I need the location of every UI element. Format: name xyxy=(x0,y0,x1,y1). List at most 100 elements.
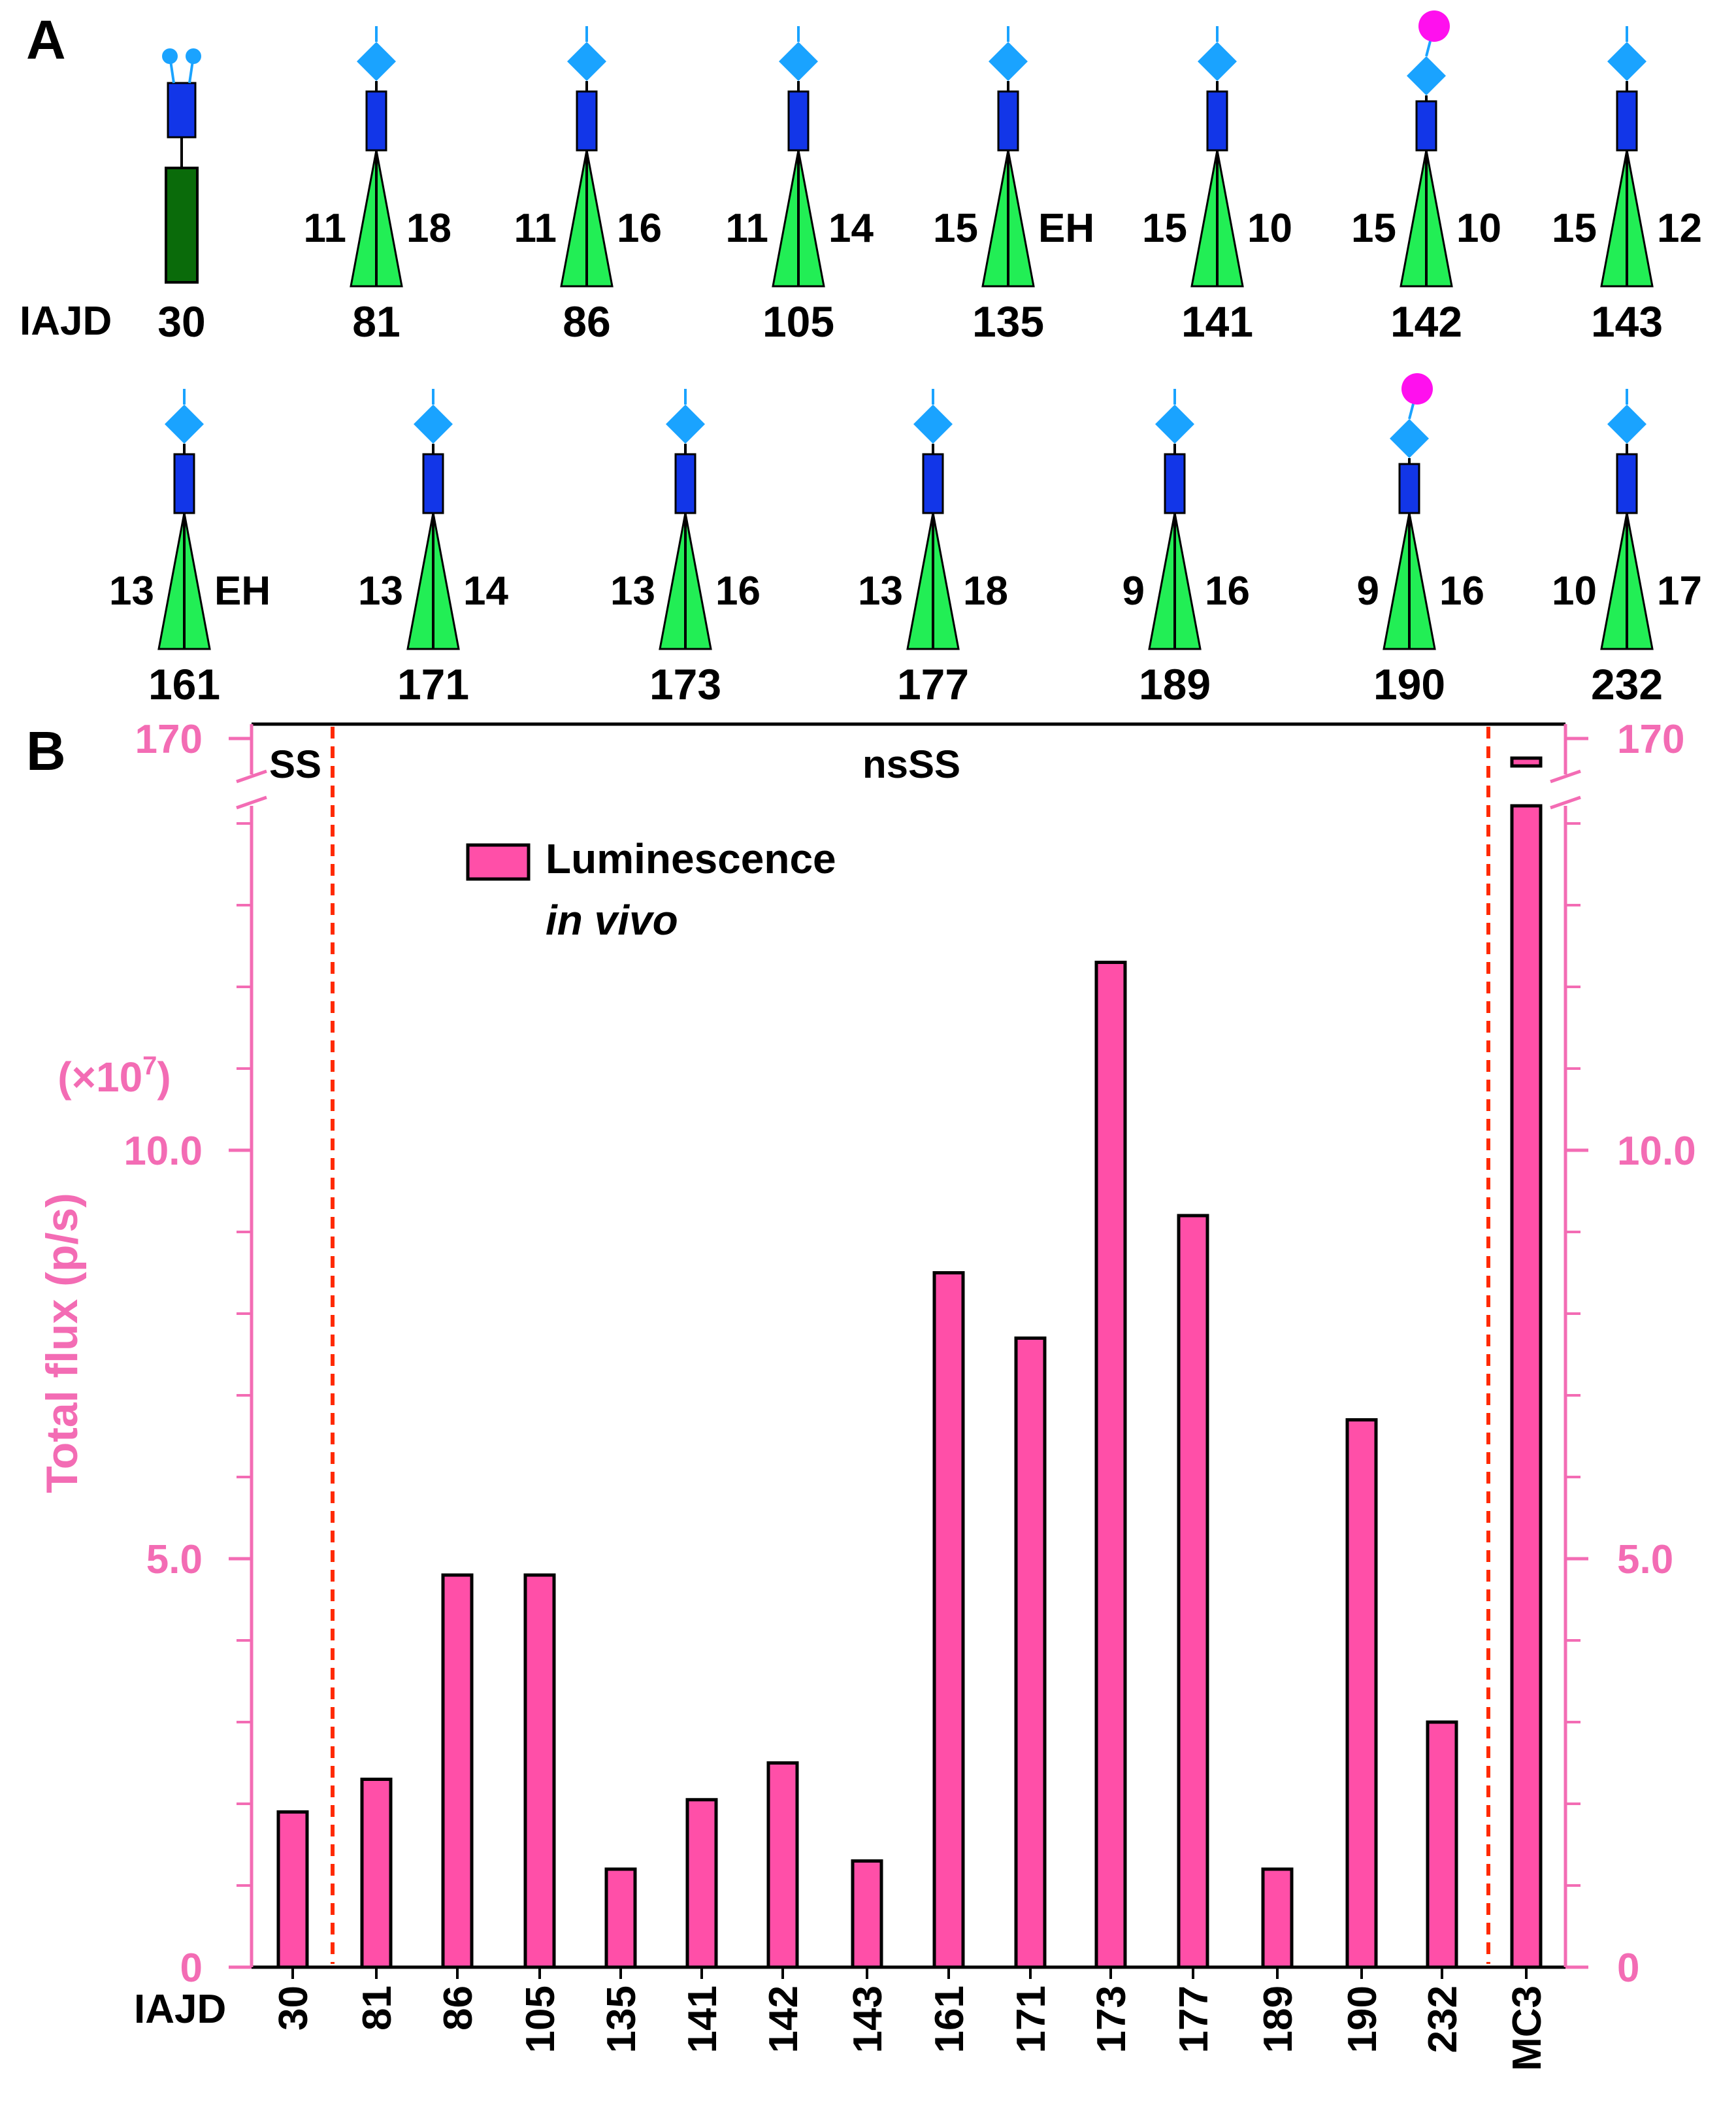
structure-id: 141 xyxy=(1181,297,1253,346)
x-tick-label: 189 xyxy=(1256,1985,1301,2053)
x-tick-label: 135 xyxy=(599,1985,644,2053)
panel-b-label: B xyxy=(26,720,66,782)
diamond-headgroup xyxy=(414,405,453,444)
chain-left-label: 15 xyxy=(1351,206,1396,251)
structure-141: 15 10 141 xyxy=(1142,26,1292,346)
x-tick-label: 81 xyxy=(355,1985,400,2031)
x-tick-label: MC3 xyxy=(1505,1985,1550,2071)
y-tick-label-right: 5.0 xyxy=(1617,1537,1673,1582)
head-block xyxy=(1164,453,1186,514)
x-tick-label: 190 xyxy=(1340,1985,1385,2053)
bar-177 xyxy=(1177,1214,1209,1969)
chain-left-label: 13 xyxy=(109,569,154,614)
tail-block xyxy=(165,167,199,284)
y-tick-label-right: 170 xyxy=(1617,717,1684,762)
structure-id: 86 xyxy=(563,297,610,346)
diamond-headgroup xyxy=(567,42,606,81)
structure-161: 13 EH 161 xyxy=(109,389,270,708)
chain-right-label: 18 xyxy=(406,206,451,251)
y-tick-label-left: 0 xyxy=(180,1946,203,1991)
x-tick-label: 177 xyxy=(1171,1985,1217,2053)
structure-id: 161 xyxy=(148,660,220,708)
chain-left-label: 13 xyxy=(858,569,903,614)
structure-232: 10 17 232 xyxy=(1552,389,1702,708)
chain-left-label: 15 xyxy=(1552,206,1597,251)
bar-161 xyxy=(932,1271,965,1969)
y-scale-exponent: 7 xyxy=(142,1052,157,1080)
bar-81 xyxy=(360,1778,393,1969)
legend-swatch xyxy=(466,843,531,881)
terminal-dot xyxy=(162,48,178,64)
head-block xyxy=(422,453,444,514)
bar-30 xyxy=(276,1810,309,1969)
structure-id: 173 xyxy=(649,660,721,708)
legend-line2: in vivo xyxy=(546,897,678,944)
structure-30: 30 xyxy=(157,48,206,346)
structure-81: 11 18 81 xyxy=(303,26,451,346)
head-block xyxy=(674,453,696,514)
bar-86 xyxy=(441,1573,474,1969)
panel-b-chart: SS nsSS Luminescence in vivo (×107) Tota… xyxy=(37,717,1696,2071)
structure-id: 105 xyxy=(762,297,834,346)
structure-86: 11 16 86 xyxy=(514,26,662,346)
bar-173 xyxy=(1094,961,1127,1969)
head-block xyxy=(365,90,387,152)
bar-171 xyxy=(1014,1337,1047,1969)
structure-id: 135 xyxy=(972,297,1044,346)
head-block xyxy=(922,453,944,514)
head-block xyxy=(1616,90,1638,152)
bar-232 xyxy=(1426,1720,1458,1969)
terminal-dot xyxy=(186,48,201,64)
y-tick-label-left: 5.0 xyxy=(146,1537,203,1582)
head-block xyxy=(997,90,1019,152)
structure-142: 15 10 142 xyxy=(1351,10,1501,346)
chain-right-label: 17 xyxy=(1657,569,1702,614)
head-block xyxy=(576,90,598,152)
chain-left-label: 10 xyxy=(1552,569,1597,614)
x-tick-label: 232 xyxy=(1420,1985,1466,2053)
bar-190 xyxy=(1345,1418,1378,1969)
y-scale-base: (×10 xyxy=(57,1054,142,1101)
chain-right-label: 16 xyxy=(617,206,662,251)
chain-right-label: 18 xyxy=(963,569,1008,614)
region-nsss-label: nsSS xyxy=(862,742,960,786)
branch-line xyxy=(169,60,175,84)
structure-105: 11 14 105 xyxy=(725,26,874,346)
x-tick-label: 161 xyxy=(927,1985,972,2053)
chain-left-label: 11 xyxy=(514,206,557,251)
x-tick-label: 30 xyxy=(271,1985,316,2031)
bar-105 xyxy=(523,1573,556,1969)
structure-id: 81 xyxy=(352,297,400,346)
x-tick-label: 143 xyxy=(845,1985,891,2053)
x-tick-label: 105 xyxy=(518,1985,563,2053)
panel-a-label: A xyxy=(26,9,66,71)
structure-189: 9 16 189 xyxy=(1122,389,1250,708)
structure-173: 13 16 173 xyxy=(610,389,761,708)
chain-right-label: 14 xyxy=(828,206,874,251)
head-block xyxy=(1398,463,1420,514)
structure-190: 9 16 190 xyxy=(1357,373,1484,708)
x-axis-prefix: IAJD xyxy=(134,1987,226,2032)
y-tick-label-left: 10.0 xyxy=(123,1129,203,1174)
bar-MC3-upper xyxy=(1510,756,1543,768)
sialic-circle xyxy=(1401,373,1433,405)
chain-right-label: 12 xyxy=(1657,206,1702,251)
structure-id: 142 xyxy=(1390,297,1462,346)
diamond-headgroup xyxy=(165,405,204,444)
region-ss-label: SS xyxy=(269,742,321,786)
structure-id: 190 xyxy=(1373,660,1445,708)
chain-left-label: 13 xyxy=(358,569,403,614)
chain-left-label: 15 xyxy=(933,206,978,251)
branch-line xyxy=(188,60,194,84)
y-scale-close: ) xyxy=(157,1054,171,1101)
head-block xyxy=(167,82,197,139)
chain-left-label: 9 xyxy=(1122,569,1145,614)
diamond-headgroup xyxy=(1155,405,1194,444)
structure-id: 143 xyxy=(1591,297,1663,346)
structure-171: 13 14 171 xyxy=(358,389,508,708)
head-block xyxy=(173,453,195,514)
structure-135: 15 EH 135 xyxy=(933,26,1094,346)
diamond-headgroup xyxy=(1607,42,1646,81)
